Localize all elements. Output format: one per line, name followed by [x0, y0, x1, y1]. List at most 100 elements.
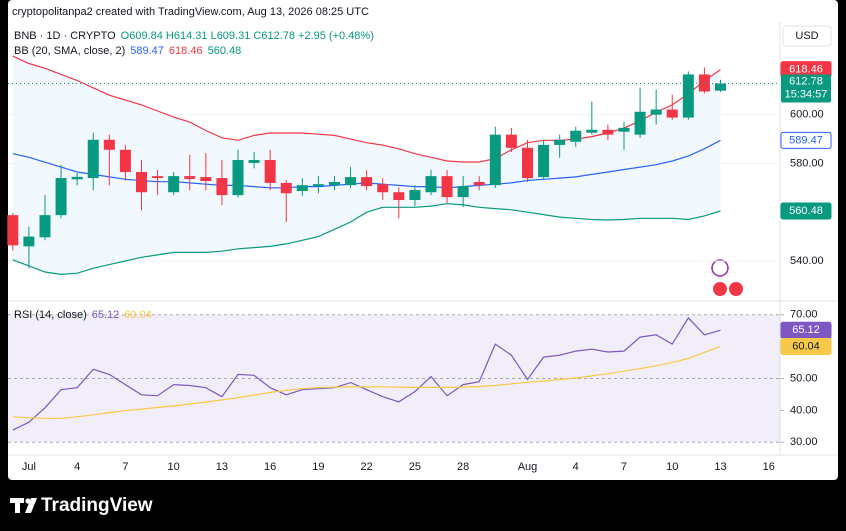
y-tick-label: 70.00 — [790, 309, 818, 321]
legend-title: BB (20, SMA, close, 2) — [14, 45, 125, 57]
logo — [10, 498, 37, 513]
footer-logo: TradingView — [41, 495, 153, 516]
price-badge-label: 65.12 — [792, 324, 820, 336]
price-badge-label: 618.46 — [789, 64, 823, 76]
y-tick-label: 600.00 — [790, 109, 824, 121]
candle-body — [135, 171, 147, 193]
candle-body — [441, 176, 453, 198]
legend-value: 560.48 — [208, 45, 242, 57]
icon — [729, 282, 743, 296]
candle-body — [489, 134, 501, 186]
x-tick-label: 7 — [122, 461, 128, 473]
price-badge-label: 560.48 — [789, 205, 823, 217]
legend-title: BNB · 1D · CRYPTO — [14, 30, 116, 42]
candle-body — [152, 176, 164, 179]
icons — [711, 259, 743, 296]
price-badge — [781, 74, 831, 103]
candle-body — [361, 177, 373, 187]
candle-body — [232, 160, 244, 196]
currency-box — [782, 25, 832, 47]
candle-body — [570, 130, 582, 142]
candle-body — [328, 181, 340, 186]
candle-body — [23, 236, 35, 247]
candle-body — [634, 111, 646, 135]
x-tick-label: 10 — [666, 461, 678, 473]
price-badge-label: 612.78 — [789, 75, 823, 87]
candle-body — [698, 74, 710, 92]
countdown: 15:34:57 — [785, 88, 828, 100]
y-tick-label: 540.00 — [790, 255, 824, 267]
logo-mark — [15, 498, 20, 513]
candle-body — [554, 139, 566, 145]
price-badge-label: 589.47 — [789, 134, 823, 146]
candle-body — [666, 109, 678, 118]
x-tick-label: 13 — [714, 461, 726, 473]
candle-body — [682, 74, 694, 118]
candle-body — [393, 192, 405, 201]
price-badge — [780, 202, 832, 220]
x-tick-label: 25 — [409, 461, 421, 473]
candle-body — [119, 149, 131, 172]
rsi-line — [12, 345, 721, 419]
legend-title: RSI (14, close) — [14, 309, 87, 321]
legend-values: O609.84 H614.31 L609.31 C612.78 +2.95 (+… — [121, 30, 374, 42]
candle-body — [586, 129, 598, 133]
x-tick-label: 4 — [74, 461, 80, 473]
candle-body — [87, 139, 99, 179]
currency: USD — [795, 30, 818, 42]
candle-body — [618, 127, 630, 132]
y-tick-label: 40.00 — [790, 404, 818, 416]
candle-body — [280, 182, 292, 194]
candle-body — [200, 177, 212, 181]
candle-body — [55, 178, 67, 216]
x-tick-label: 19 — [312, 461, 324, 473]
legend: BNB · 1D · CRYPTO O609.84 H614.31 L609.31… — [14, 30, 374, 42]
candle-body — [71, 176, 83, 180]
price-badge-label: 60.04 — [792, 340, 820, 352]
rsi-line — [12, 316, 721, 431]
candle-body — [714, 83, 726, 91]
candle-body — [473, 181, 485, 186]
x-tick-label: 16 — [763, 461, 775, 473]
candle-body — [650, 109, 662, 115]
candle-body — [39, 215, 51, 238]
y-tick-label: 30.00 — [790, 436, 818, 448]
x-tick-label: 22 — [361, 461, 373, 473]
candle-body — [296, 185, 308, 191]
y-tick-label: 580.00 — [790, 157, 824, 169]
candle-body — [425, 176, 437, 193]
header: cryptopolitanpa2 created with TradingVie… — [12, 6, 369, 18]
legend-value: 60.04 — [124, 309, 152, 321]
x-tick-label: 16 — [264, 461, 276, 473]
candle-body — [521, 147, 533, 179]
panel — [8, 0, 838, 480]
candle-body — [505, 134, 517, 148]
candle-body — [409, 190, 421, 201]
icon — [713, 282, 727, 296]
candle-body — [216, 178, 228, 196]
x-tick-label: 7 — [621, 461, 627, 473]
x-tick-label: 4 — [573, 461, 579, 473]
legend: RSI (14, close) 65.12 60.04 — [14, 309, 152, 321]
legend-value: 65.12 — [92, 309, 120, 321]
legend-value: 589.47 — [130, 45, 164, 57]
candle-body — [602, 129, 614, 135]
y-tick-label: 50.00 — [790, 372, 818, 384]
bb-fill — [12, 56, 721, 275]
candle-body — [377, 184, 389, 193]
bb-line — [12, 203, 721, 276]
candle-body — [538, 144, 550, 178]
candle-body — [264, 160, 276, 183]
x-tick-label: 28 — [457, 461, 469, 473]
candle-body — [345, 177, 357, 186]
price-badge — [780, 131, 832, 149]
candle-body — [248, 160, 260, 163]
x-tick-label: Jul — [22, 461, 36, 473]
candle-body — [312, 184, 324, 187]
logo-mark — [25, 498, 37, 513]
icon — [711, 259, 729, 277]
x-tick-label: 13 — [216, 461, 228, 473]
x-tick-label: Aug — [518, 461, 538, 473]
legend: BB (20, SMA, close, 2) 589.47 618.46 560.48 — [14, 45, 241, 57]
